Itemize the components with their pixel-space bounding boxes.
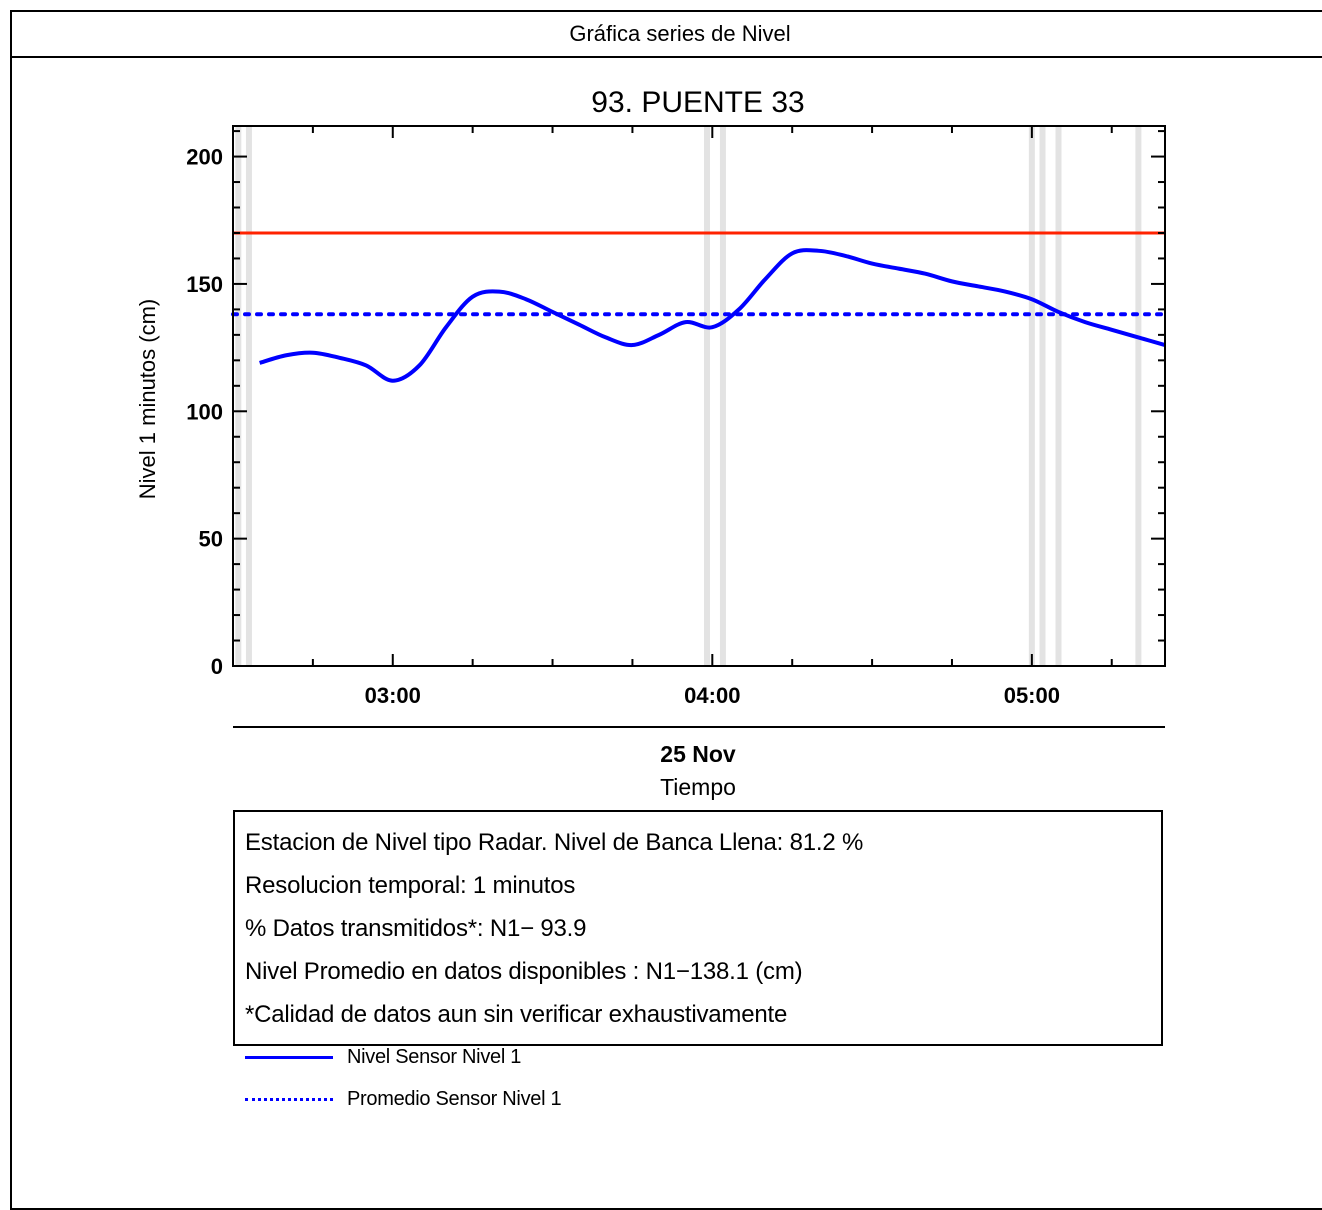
missing-data-band: [1039, 126, 1046, 666]
legend-item-level: Nivel Sensor Nivel 1: [245, 1042, 521, 1072]
info-box: Estacion de Nivel tipo Radar. Nivel de B…: [233, 810, 1163, 1110]
page-header: Gráfica series de Nivel: [10, 10, 1322, 58]
x-axis-label: Tiempo: [660, 774, 736, 800]
x-tick-label: 03:00: [365, 683, 421, 708]
date-label: 25 Nov: [660, 741, 736, 767]
series-lines: [259, 248, 1166, 383]
info-line-transmitted: % Datos transmitidos*: N1− 93.9: [245, 915, 587, 942]
page-title: Gráfica series de Nivel: [569, 21, 791, 46]
missing-data-band: [1028, 126, 1035, 666]
missing-data-band: [1135, 126, 1142, 666]
y-tick-label: 50: [199, 527, 223, 552]
missing-data-band: [235, 126, 242, 666]
missing-data-band: [245, 126, 252, 666]
x-axis-ticks: 03:00 04:00 05:00: [232, 126, 1113, 708]
info-line-average: Nivel Promedio en datos disponibles : N1…: [245, 958, 803, 985]
legend-label-average: Promedio Sensor Nivel 1: [347, 1087, 562, 1110]
chart-title: 93. PUENTE 33: [591, 86, 804, 119]
y-axis-label: Nivel 1 minutos (cm): [135, 299, 160, 499]
reference-lines: [231, 231, 1167, 317]
plot-border: [232, 125, 1166, 667]
info-line-station: Estacion de Nivel tipo Radar. Nivel de B…: [245, 829, 864, 856]
x-tick-label: 04:00: [684, 683, 740, 708]
info-line-quality-note: *Calidad de datos aun sin verificar exha…: [245, 1001, 788, 1028]
info-line-resolution: Resolucion temporal: 1 minutos: [245, 872, 576, 899]
missing-data-bands: [235, 126, 1142, 666]
y-tick-label: 0: [211, 654, 223, 679]
y-axis-ticks: 0 50 100 150 200: [186, 130, 1165, 679]
legend-swatch-solid: [245, 1055, 333, 1059]
missing-data-band: [1055, 126, 1062, 666]
level-series-line: [259, 248, 1166, 383]
missing-data-band: [703, 126, 710, 666]
level-chart: 93. PUENTE 33 0 50 100 150 200 03:00 04:00 05:…: [135, 86, 1167, 800]
x-tick-label: 05:00: [1004, 683, 1060, 708]
y-tick-label: 200: [186, 145, 223, 170]
legend-label-level: Nivel Sensor Nivel 1: [347, 1045, 522, 1068]
legend-item-average: Promedio Sensor Nivel 1: [245, 1084, 562, 1114]
y-tick-label: 150: [186, 272, 223, 297]
missing-data-band: [719, 126, 726, 666]
legend-swatch-dotted: [245, 1097, 333, 1101]
y-tick-label: 100: [186, 399, 223, 424]
